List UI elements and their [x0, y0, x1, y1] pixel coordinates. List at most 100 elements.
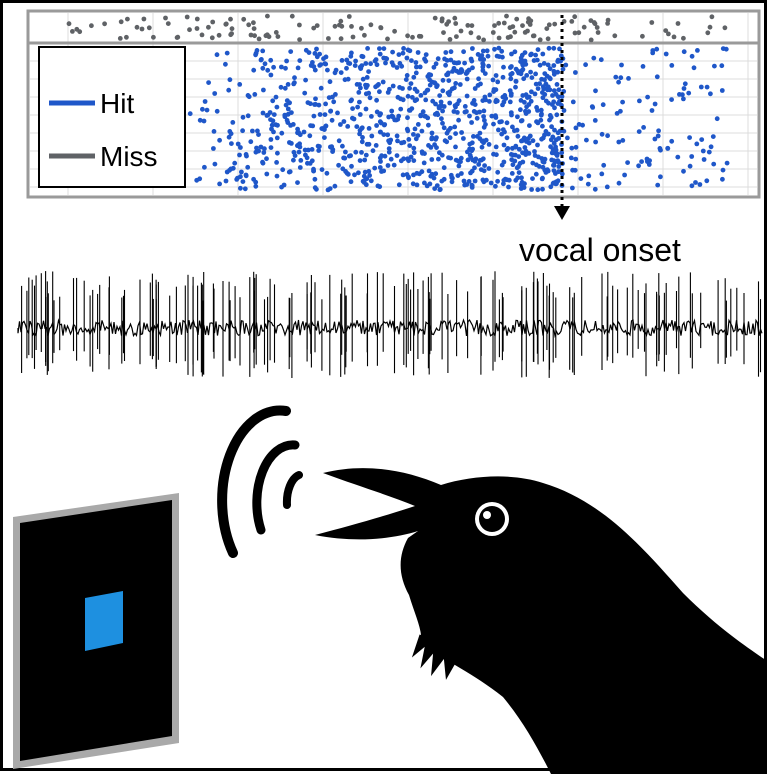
hit-dot [711, 161, 717, 167]
miss-dot [544, 26, 550, 31]
hit-dot [553, 137, 559, 143]
hit-dot [309, 158, 315, 164]
stimulus-monitor [13, 493, 179, 769]
hit-dot [650, 50, 656, 56]
hit-dot [443, 50, 449, 55]
hit-dot [522, 145, 528, 150]
hit-dot [533, 52, 538, 58]
hit-dot [303, 77, 308, 83]
hit-dot [534, 162, 539, 168]
hit-dot [493, 115, 499, 120]
hit-dot [187, 111, 193, 117]
hit-dot [719, 63, 725, 69]
hit-dot [414, 182, 420, 188]
hit-dot [423, 97, 429, 103]
hit-dot [487, 99, 492, 104]
hit-dot [397, 85, 402, 90]
hit-dot [555, 59, 561, 64]
hit-dot [374, 97, 379, 103]
miss-dot [174, 35, 180, 40]
hit-dot [226, 134, 232, 140]
miss-dot [595, 30, 601, 35]
hit-dot [274, 104, 280, 110]
hit-dot [471, 98, 477, 103]
hit-dot [363, 61, 369, 66]
hit-dot [530, 160, 536, 166]
hit-dot [394, 133, 400, 139]
miss-dot [297, 37, 302, 42]
miss-dot [572, 14, 578, 20]
hit-dot [264, 156, 269, 162]
miss-dot [512, 29, 518, 35]
hit-dot [515, 114, 520, 120]
hit-dot [285, 82, 291, 87]
hit-dot [469, 182, 475, 188]
hit-dot [415, 122, 421, 127]
hit-dot [444, 139, 450, 145]
hit-dot [464, 93, 470, 99]
hit-dot [386, 146, 392, 152]
hit-dot [411, 74, 417, 80]
hit-dot [697, 182, 703, 187]
hit-dot [515, 69, 521, 74]
hit-dot [415, 133, 421, 139]
hit-dot [433, 136, 439, 142]
hit-dot [467, 113, 472, 119]
hit-dot [508, 76, 514, 82]
hit-dot [618, 108, 623, 114]
hit-dot [481, 57, 487, 62]
hit-dot [376, 82, 381, 87]
hit-dot [456, 117, 461, 123]
hit-dot [544, 73, 550, 79]
hit-dot [406, 158, 411, 164]
hit-dot [211, 129, 217, 134]
hit-dot [509, 64, 514, 69]
miss-dot [350, 34, 356, 40]
hit-dot [386, 149, 392, 155]
hit-dot [677, 92, 682, 97]
miss-dot [458, 28, 464, 34]
hit-dot [391, 162, 397, 168]
hit-dot [436, 105, 442, 111]
hit-dot [353, 58, 358, 64]
hit-dot [512, 158, 518, 164]
miss-dot [528, 18, 534, 24]
hit-dot [552, 105, 557, 111]
hit-dot [491, 121, 496, 127]
hit-dot [655, 133, 661, 139]
hit-dot [364, 75, 370, 80]
hit-dot [366, 169, 372, 174]
hit-dot [616, 180, 622, 186]
hit-dot [434, 183, 440, 189]
hit-dot [465, 149, 470, 155]
hit-dot [500, 74, 506, 80]
miss-dot [709, 14, 715, 20]
hit-dot [394, 65, 400, 70]
hit-dot [385, 132, 391, 138]
hit-dot [499, 131, 505, 137]
hit-dot [316, 148, 322, 153]
hit-dot [622, 172, 627, 178]
hit-dot [348, 153, 353, 159]
hit-dot [370, 148, 376, 154]
hit-dot [301, 129, 307, 135]
hit-dot [455, 173, 461, 179]
hit-dot [327, 79, 333, 85]
hit-dot [240, 114, 246, 120]
hit-dot [366, 126, 372, 131]
hit-dot [669, 97, 674, 102]
hit-dot [306, 50, 312, 55]
hit-dot [253, 183, 259, 189]
hit-dot [291, 149, 297, 155]
miss-dot [525, 28, 530, 34]
hit-dot [654, 46, 660, 52]
hit-dot [349, 163, 354, 169]
hit-dot [296, 130, 301, 135]
hit-dot [547, 66, 553, 72]
hit-dot [333, 92, 338, 97]
hit-dot [317, 112, 323, 117]
hit-dot [559, 150, 565, 156]
hit-dot [533, 171, 539, 177]
hit-dot [311, 113, 317, 119]
miss-dot [206, 24, 211, 30]
